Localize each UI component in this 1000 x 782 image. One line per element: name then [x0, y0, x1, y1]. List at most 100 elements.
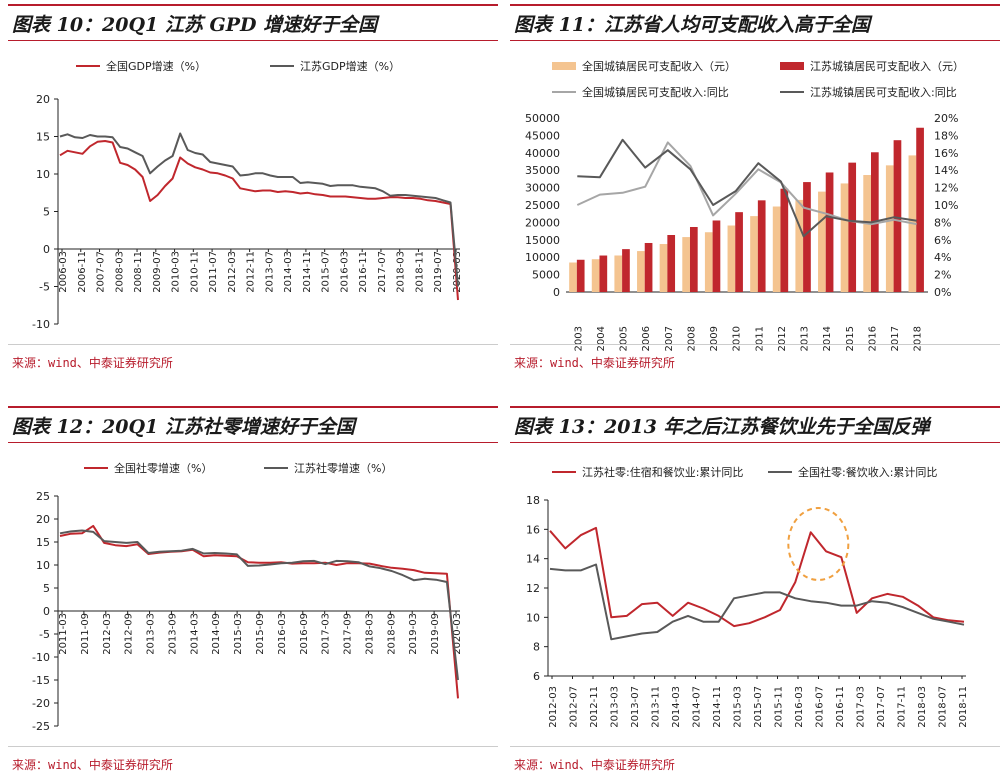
x-tick-label-18: 2020-03 — [452, 613, 463, 655]
title-rule-top — [8, 4, 498, 6]
source-note: 来源：wind、中泰证券研究所 — [12, 356, 173, 370]
x-tick-label-15: 2016-03 — [339, 251, 350, 293]
x-tick-label-4: 2007 — [664, 326, 675, 351]
bar-0-14 — [885, 165, 894, 292]
x-tick-label-13: 2016-07 — [815, 686, 826, 728]
x-tick-label-19: 2018-11 — [414, 251, 425, 293]
y-tick-label-1: 20 — [36, 513, 50, 526]
x-tick-label-19: 2018-07 — [938, 686, 949, 728]
y2-tick-label-3: 14% — [934, 164, 958, 177]
panel-chart-10: 图表 10：20Q1 江苏 GPD 增速好于全国 全国GDP增速（%） 江苏GDP… — [8, 4, 498, 384]
y2-tick-label-8: 4% — [934, 251, 951, 264]
chart-title-bar: 图表 13：2013 年之后江苏餐饮业先于全国反弹 — [510, 406, 1000, 443]
x-tick-label-11: 2014 — [822, 326, 833, 351]
y-tick-label-9: 5000 — [532, 269, 560, 282]
x-tick-label-0: 2012-03 — [548, 686, 559, 728]
x-tick-label-1: 2004 — [596, 326, 607, 351]
x-tick-label-12: 2015 — [845, 326, 856, 351]
x-tick-label-8: 2015-03 — [233, 613, 244, 655]
x-tick-label-3: 2012-09 — [124, 613, 135, 655]
x-tick-label-15: 2017-03 — [856, 686, 867, 728]
x-tick-label-6: 2009 — [709, 326, 720, 351]
bar-0-0 — [569, 262, 577, 292]
y-tick-label-9: -20 — [32, 697, 50, 710]
x-tick-label-1: 2012-07 — [569, 686, 580, 728]
title-rule-bottom — [510, 442, 1000, 443]
x-tick-label-11: 2013-07 — [264, 251, 275, 293]
x-tick-label-7: 2010 — [732, 326, 743, 351]
bar-1-4 — [667, 235, 676, 292]
source-divider — [510, 746, 1000, 747]
y2-tick-label-6: 8% — [934, 216, 951, 229]
y-tick-label-5: -5 — [39, 281, 50, 294]
bar-0-7 — [727, 225, 736, 292]
x-tick-label-5: 2013-11 — [651, 686, 662, 728]
y-tick-label-1: 45000 — [525, 129, 560, 142]
x-tick-label-6: 2014-03 — [671, 686, 682, 728]
y-tick-label-7: -10 — [32, 651, 50, 664]
y-tick-label-6: 6 — [533, 670, 540, 683]
legend-label-2: 全国城镇居民可支配收入:同比 — [582, 85, 729, 99]
x-tick-label-17: 2019-09 — [430, 613, 441, 655]
x-tick-label-4: 2013-07 — [630, 686, 641, 728]
source-divider — [510, 344, 1000, 345]
legend-label-1: 江苏社零增速（%） — [294, 461, 392, 475]
x-tick-label-6: 2014-03 — [189, 613, 200, 655]
chart-title: 图表 13：2013 年之后江苏餐饮业先于全国反弹 — [514, 416, 930, 438]
x-tick-label-10: 2015-07 — [753, 686, 764, 728]
y-tick-label-6: -5 — [39, 628, 50, 641]
x-tick-label-9: 2015-03 — [733, 686, 744, 728]
bar-1-14 — [893, 140, 902, 292]
bar-1-8 — [757, 200, 766, 292]
x-tick-label-10: 2012-11 — [246, 251, 257, 293]
x-tick-label-10: 2016-03 — [277, 613, 288, 655]
title-rule-bottom — [510, 40, 1000, 41]
panel-chart-13: 图表 13：2013 年之后江苏餐饮业先于全国反弹 江苏社零:住宿和餐饮业:累计… — [510, 406, 1000, 782]
bar-0-1 — [591, 259, 600, 292]
y2-tick-label-1: 18% — [934, 129, 958, 142]
x-tick-label-5: 2008 — [686, 326, 697, 351]
legend-label-0: 全国社零增速（%） — [114, 461, 212, 475]
bar-0-8 — [750, 216, 758, 292]
x-tick-label-15: 2018-09 — [386, 613, 397, 655]
chart-title: 图表 10：20Q1 江苏 GPD 增速好于全国 — [12, 14, 378, 36]
annotation-ellipse — [787, 507, 850, 581]
x-tick-label-4: 2008-11 — [133, 251, 144, 293]
y-tick-label-1: 15 — [36, 131, 50, 144]
y2-tick-label-4: 12% — [934, 182, 958, 195]
bar-1-15 — [916, 127, 924, 292]
series-line-0 — [59, 524, 459, 699]
x-tick-label-9: 2012-03 — [227, 251, 238, 293]
chart-gdp-growth: 全国GDP增速（%） 江苏GDP增速（%） 20 15 10 5 0 -5 -10 2006-03… — [32, 59, 463, 331]
x-tick-label-14: 2017 — [890, 326, 901, 351]
chart-title-bar: 图表 10：20Q1 江苏 GPD 增速好于全国 — [8, 4, 498, 41]
x-tick-label-18: 2018-03 — [917, 686, 928, 728]
x-tick-label-0: 2003 — [573, 326, 584, 351]
panel-chart-12: 图表 12：20Q1 江苏社零增速好于全国 全国社零增速（%） 江苏社零增速（%）… — [8, 406, 498, 782]
x-tick-label-12: 2017-03 — [321, 613, 332, 655]
y2-tick-label-0: 20% — [934, 112, 958, 125]
x-tick-label-5: 2009-07 — [152, 251, 163, 293]
x-tick-label-16: 2016-11 — [358, 251, 369, 293]
bar-1-7 — [735, 212, 743, 292]
bar-0-5 — [682, 237, 690, 292]
source-note: 来源：wind、中泰证券研究所 — [12, 758, 173, 772]
series-line-1 — [59, 132, 459, 287]
bar-0-6 — [704, 232, 713, 292]
legend-label-1: 江苏城镇居民可支配收入（元） — [810, 59, 964, 73]
x-tick-label-17: 2017-07 — [377, 251, 388, 293]
y-tick-label-0: 18 — [526, 494, 540, 507]
y-tick-label-10: 0 — [553, 286, 560, 299]
x-tick-label-15: 2018 — [913, 326, 924, 351]
x-tick-label-6: 2010-03 — [171, 251, 182, 293]
y2-tick-label-7: 6% — [934, 234, 951, 247]
bar-0-3 — [637, 251, 645, 292]
x-tick-label-2: 2012-11 — [589, 686, 600, 728]
y-tick-label-10: -25 — [32, 720, 50, 733]
series-line-1 — [59, 529, 459, 681]
bar-1-10 — [803, 182, 811, 292]
source-divider — [8, 344, 498, 345]
bar-0-11 — [818, 191, 826, 292]
y-tick-label-0: 20 — [36, 93, 50, 106]
x-tick-label-2: 2012-03 — [102, 613, 113, 655]
